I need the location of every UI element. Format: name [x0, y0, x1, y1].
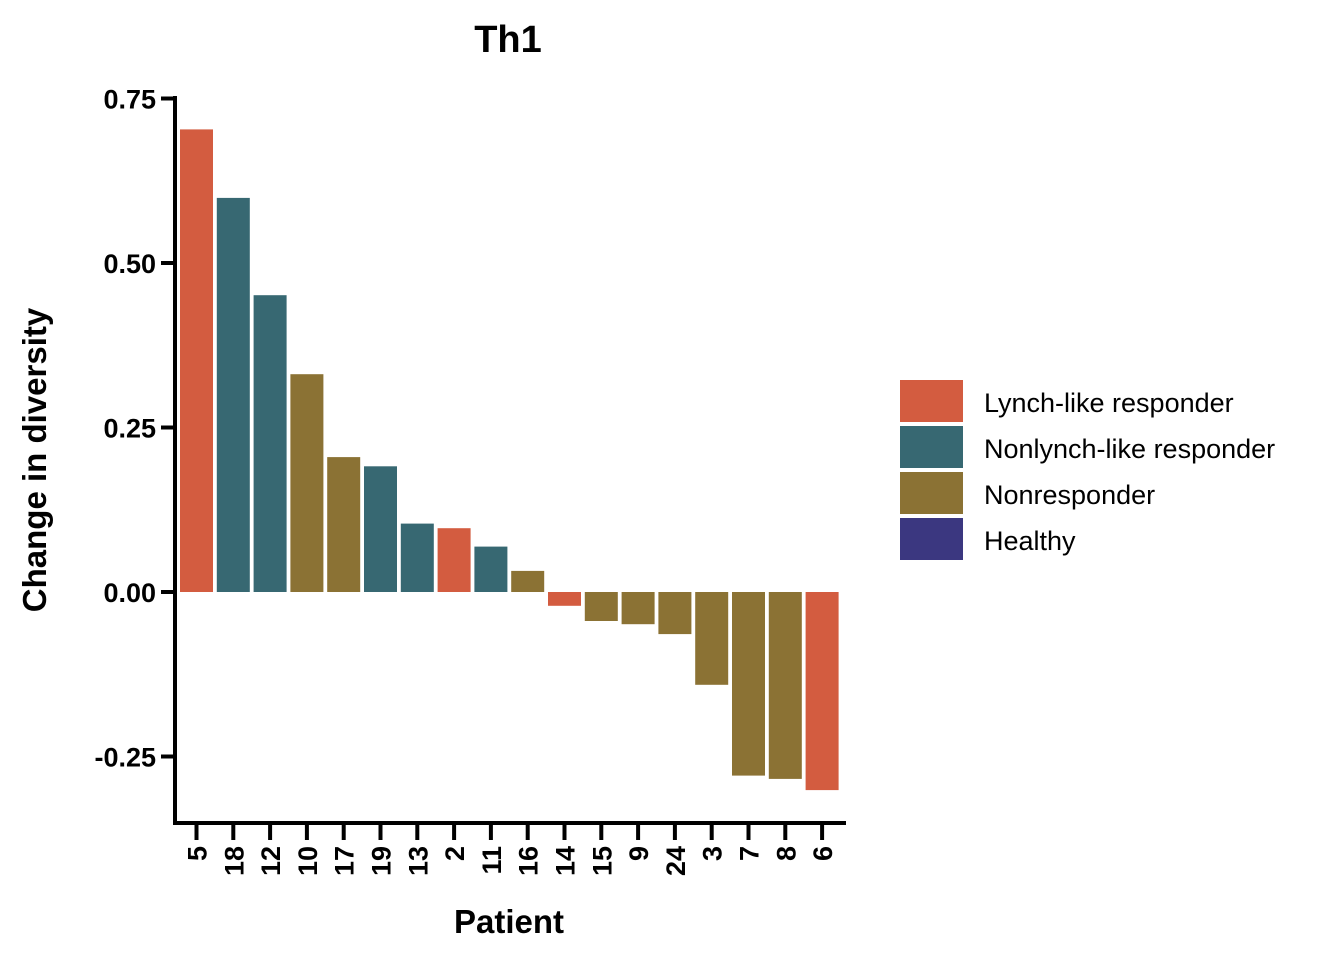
- legend-label: Healthy: [984, 526, 1076, 556]
- x-tick-label: 10: [293, 846, 323, 876]
- x-tick-label: 9: [624, 846, 654, 861]
- legend-swatch: [900, 380, 963, 422]
- x-tick-label: 19: [367, 846, 397, 876]
- legend-label: Lynch-like responder: [984, 388, 1234, 418]
- bar-patient-10: [290, 374, 324, 592]
- y-axis-label: Change in diversity: [16, 307, 53, 612]
- axes-group: [173, 96, 846, 825]
- bar-patient-11: [474, 546, 508, 592]
- bar-patient-9: [621, 592, 655, 625]
- bar-patient-13: [400, 523, 434, 592]
- x-tick-label: 15: [587, 846, 617, 876]
- legend-swatch: [900, 426, 963, 468]
- y-tick-label: 0.00: [103, 578, 156, 608]
- legend-label: Nonresponder: [984, 480, 1155, 510]
- bar-patient-6: [805, 592, 839, 791]
- bars-group: [180, 129, 839, 791]
- x-tick-label: 13: [403, 846, 433, 876]
- x-ticks-group: 5 18 12 10 17 19 13 2 11 16 14 15 9 24 3 7 8 6: [183, 823, 838, 876]
- x-tick-label: 8: [771, 846, 801, 861]
- x-axis-label: Patient: [454, 903, 564, 940]
- bar-patient-14: [548, 592, 581, 606]
- x-tick-label: 17: [330, 846, 360, 876]
- bar-patient-24: [658, 592, 692, 635]
- x-tick-label: 18: [219, 846, 249, 876]
- legend-label: Nonlynch-like responder: [984, 434, 1275, 464]
- bar-patient-15: [584, 592, 618, 621]
- x-tick-label: 6: [808, 846, 838, 861]
- bar-patient-19: [364, 466, 397, 592]
- x-tick-label: 7: [735, 846, 765, 861]
- legend-swatch: [900, 472, 963, 514]
- x-tick-label: 24: [661, 846, 691, 876]
- x-tick-label: 2: [440, 846, 470, 861]
- x-tick-label: 3: [698, 846, 728, 861]
- bar-patient-8: [768, 592, 802, 779]
- y-tick-label: 0.50: [103, 249, 156, 279]
- y-tick-label: 0.75: [103, 85, 156, 115]
- bar-patient-16: [511, 570, 545, 592]
- bar-patient-18: [216, 197, 250, 592]
- x-tick-label: 14: [551, 846, 581, 876]
- y-ticks-group: 0.75 0.50 0.25 0.00 -0.25: [94, 85, 175, 773]
- x-tick-label: 16: [514, 846, 544, 876]
- x-tick-label: 11: [477, 846, 507, 875]
- y-tick-label: -0.25: [94, 743, 156, 773]
- bar-patient-5: [180, 129, 213, 592]
- legend-swatch: [900, 518, 963, 560]
- bar-patient-3: [695, 592, 729, 685]
- bar-patient-7: [732, 592, 765, 776]
- y-tick-label: 0.25: [103, 414, 156, 444]
- bar-patient-2: [437, 528, 471, 592]
- bar-patient-17: [327, 457, 361, 592]
- x-tick-label: 12: [256, 846, 286, 876]
- x-tick-label: 5: [183, 846, 213, 861]
- legend: Lynch-like responder Nonlynch-like respon…: [900, 380, 1275, 560]
- chart-title: Th1: [474, 19, 542, 61]
- bar-patient-12: [253, 295, 287, 592]
